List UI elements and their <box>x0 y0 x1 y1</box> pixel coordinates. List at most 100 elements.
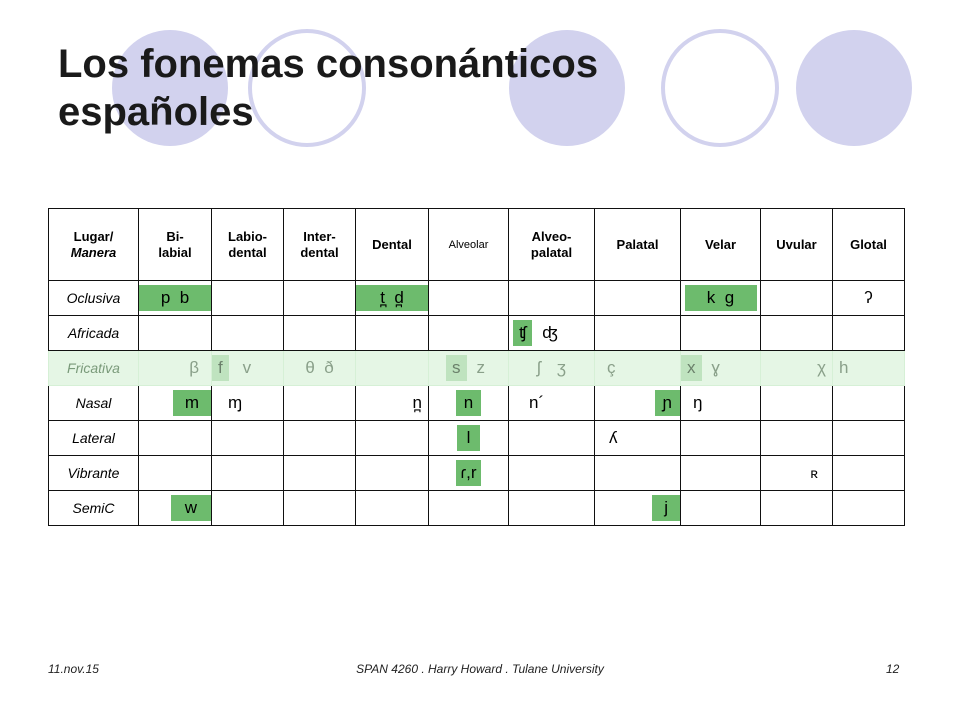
cell-lateral-interdental <box>283 420 356 456</box>
cell-oclusiva-interdental <box>283 280 356 316</box>
cell-lateral-glotal <box>832 420 905 456</box>
cell-semic-dental <box>355 490 429 526</box>
cell-lateral-alveolar: l <box>428 420 509 456</box>
cell-nasal-alveolar: n <box>428 385 509 421</box>
cell-vibrante-uvular: ʀ <box>760 455 833 491</box>
cell-semic-glotal <box>832 490 905 526</box>
cell-semic-alveolar <box>428 490 509 526</box>
row-label-vibrante: Vibrante <box>48 455 139 491</box>
row-lateral: Lateral l ʎ <box>48 420 905 456</box>
cell-semic-palatal: j <box>594 490 681 526</box>
cell-lateral-labiodental <box>211 420 284 456</box>
footer-date: 11.nov.15 <box>48 662 99 676</box>
header-labiodental: Labio-dental <box>211 208 284 281</box>
header-bilabial: Bi-labial <box>138 208 212 281</box>
slide-title: Los fonemas consonánticos españoles <box>58 42 599 134</box>
cell-nasal-interdental <box>283 385 356 421</box>
cell-fricativa-alveopalatal: ʃ ʒ <box>508 350 595 386</box>
cell-lateral-velar <box>680 420 761 456</box>
footer-center: SPAN 4260 . Harry Howard . Tulane Univer… <box>356 662 604 676</box>
cell-lateral-uvular <box>760 420 833 456</box>
row-semic: SemiC w j <box>48 490 905 526</box>
header-lugar-manera: Lugar/ Manera <box>48 208 139 281</box>
deco-circle-4 <box>661 29 779 147</box>
cell-semic-alveopalatal <box>508 490 595 526</box>
footer-page-number: 12 <box>886 662 900 676</box>
header-lugar: Lugar/ <box>73 228 114 244</box>
header-row: Lugar/ Manera Bi-labial Labio-dental Int… <box>48 208 905 281</box>
cell-nasal-bilabial: m <box>138 385 212 421</box>
cell-fricativa-alveolar: s z <box>428 350 509 386</box>
row-label-fricativa: Fricativa <box>48 350 139 386</box>
cell-vibrante-interdental <box>283 455 356 491</box>
cell-lateral-alveopalatal <box>508 420 595 456</box>
cell-oclusiva-dental: t̪ d̪ <box>355 280 429 316</box>
cell-africada-palatal <box>594 315 681 351</box>
cell-nasal-labiodental: ɱ <box>211 385 284 421</box>
cell-lateral-dental <box>355 420 429 456</box>
deco-circle-2 <box>248 29 366 147</box>
cell-oclusiva-labiodental <box>211 280 284 316</box>
cell-nasal-glotal <box>832 385 905 421</box>
decorative-circles <box>112 29 912 147</box>
cell-oclusiva-glotal: ʔ <box>832 280 905 316</box>
cell-fricativa-velar: x ɣ <box>680 350 761 386</box>
cell-oclusiva-velar: k g <box>680 280 761 316</box>
cell-africada-uvular <box>760 315 833 351</box>
row-label-semic: SemiC <box>48 490 139 526</box>
cell-semic-interdental <box>283 490 356 526</box>
cell-nasal-uvular <box>760 385 833 421</box>
cell-africada-labiodental <box>211 315 284 351</box>
header-alveopalatal: Alveo-palatal <box>508 208 595 281</box>
header-alveolar: Alveolar <box>428 208 509 281</box>
cell-oclusiva-alveolar <box>428 280 509 316</box>
cell-vibrante-alveolar: ɾ,r <box>428 455 509 491</box>
cell-fricativa-labiodental: f v <box>211 350 284 386</box>
header-palatal: Palatal <box>594 208 681 281</box>
cell-oclusiva-bilabial: p b <box>138 280 212 316</box>
consonant-table: Lugar/ Manera Bi-labial Labio-dental Int… <box>48 208 905 526</box>
deco-circle-1 <box>112 30 228 146</box>
header-glotal: Glotal <box>832 208 905 281</box>
cell-vibrante-labiodental <box>211 455 284 491</box>
header-dental: Dental <box>355 208 429 281</box>
deco-circle-3 <box>509 30 625 146</box>
cell-fricativa-dental <box>355 350 429 386</box>
header-velar: Velar <box>680 208 761 281</box>
cell-oclusiva-uvular <box>760 280 833 316</box>
cell-africada-alveopalatal: ʧ ʤ <box>508 315 595 351</box>
row-nasal: Nasal m ɱ n̪ n n´ ɲ ŋ <box>48 385 905 421</box>
row-label-lateral: Lateral <box>48 420 139 456</box>
cell-vibrante-bilabial <box>138 455 212 491</box>
cell-fricativa-glotal: h <box>832 350 905 386</box>
cell-vibrante-velar <box>680 455 761 491</box>
cell-africada-velar <box>680 315 761 351</box>
cell-nasal-velar: ŋ <box>680 385 761 421</box>
cell-africada-bilabial <box>138 315 212 351</box>
cell-nasal-palatal: ɲ <box>594 385 681 421</box>
cell-semic-uvular <box>760 490 833 526</box>
cell-fricativa-bilabial: β <box>138 350 212 386</box>
cell-africada-alveolar <box>428 315 509 351</box>
cell-africada-glotal <box>832 315 905 351</box>
row-oclusiva: Oclusiva p b t̪ d̪ k g ʔ <box>48 280 905 316</box>
cell-lateral-palatal: ʎ <box>594 420 681 456</box>
cell-vibrante-dental <box>355 455 429 491</box>
cell-lateral-bilabial <box>138 420 212 456</box>
cell-oclusiva-alveopalatal <box>508 280 595 316</box>
row-vibrante: Vibrante ɾ,r ʀ <box>48 455 905 491</box>
cell-vibrante-glotal <box>832 455 905 491</box>
cell-vibrante-palatal <box>594 455 681 491</box>
row-label-africada: Africada <box>48 315 139 351</box>
row-label-oclusiva: Oclusiva <box>48 280 139 316</box>
cell-oclusiva-palatal <box>594 280 681 316</box>
cell-fricativa-uvular: χ <box>760 350 833 386</box>
cell-semic-bilabial: w <box>138 490 212 526</box>
cell-nasal-dental: n̪ <box>355 385 429 421</box>
cell-fricativa-interdental: θ ð <box>283 350 356 386</box>
cell-nasal-alveopalatal: n´ <box>508 385 595 421</box>
row-africada: Africada ʧ ʤ <box>48 315 905 351</box>
cell-vibrante-alveopalatal <box>508 455 595 491</box>
cell-africada-dental <box>355 315 429 351</box>
cell-semic-velar <box>680 490 761 526</box>
